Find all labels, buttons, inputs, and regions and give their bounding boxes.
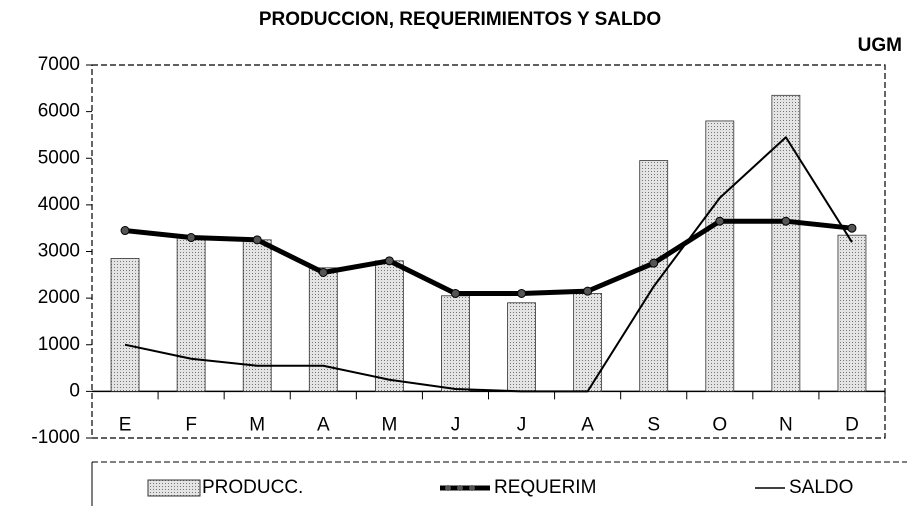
x-tick-label: F <box>185 414 197 435</box>
legend-swatch <box>445 485 451 491</box>
bar <box>176 237 206 392</box>
line-marker <box>450 288 460 298</box>
line-marker <box>715 216 725 226</box>
line-marker <box>649 258 659 268</box>
bar <box>308 267 338 392</box>
unit-label: UGM <box>858 35 902 56</box>
x-tick-label: N <box>779 414 793 435</box>
y-tick-label: 2000 <box>38 287 80 308</box>
chart-title: PRODUCCION, REQUERIMIENTOS Y SALDO <box>259 9 661 30</box>
bar <box>771 94 801 392</box>
x-tick-label: O <box>712 414 727 435</box>
x-tick-label: A <box>317 414 330 435</box>
bar <box>374 260 404 392</box>
y-tick-label: 3000 <box>38 241 80 262</box>
y-tick-label: 1000 <box>38 334 80 355</box>
plot-frame <box>91 64 886 439</box>
bar <box>242 239 272 392</box>
bar <box>507 302 536 392</box>
legend-swatch <box>457 485 463 491</box>
legend-label: PRODUCC. <box>202 477 303 498</box>
line-marker <box>120 226 130 236</box>
bar <box>441 295 470 392</box>
x-tick-label: E <box>119 414 132 435</box>
x-tick-label: S <box>647 414 660 435</box>
y-tick-label: 0 <box>69 380 80 401</box>
y-tick-label: -1000 <box>31 427 80 448</box>
line-marker <box>252 235 262 245</box>
bar <box>705 120 735 392</box>
y-tick-label: 6000 <box>38 101 80 122</box>
bar <box>837 234 867 392</box>
x-tick-label: J <box>517 414 527 435</box>
x-tick-label: M <box>381 414 397 435</box>
legend-label: SALDO <box>789 477 853 498</box>
bar <box>110 258 140 392</box>
line-marker <box>318 267 328 277</box>
y-tick-label: 4000 <box>38 194 80 215</box>
y-tick-label: 7000 <box>38 54 80 75</box>
x-tick-label: D <box>845 414 859 435</box>
x-tick-label: J <box>451 414 461 435</box>
line <box>124 218 853 296</box>
legend-label: REQUERIM <box>494 477 596 498</box>
legend-swatch <box>147 479 201 497</box>
bar <box>639 160 669 392</box>
line <box>124 136 853 393</box>
line-marker <box>583 286 593 296</box>
line-marker <box>517 288 527 298</box>
y-tick-label: 5000 <box>38 147 80 168</box>
line-marker <box>384 256 394 266</box>
line-marker <box>781 216 791 226</box>
line-marker <box>186 233 196 243</box>
x-tick-label: M <box>249 414 265 435</box>
x-tick-label: A <box>581 414 594 435</box>
legend-swatch <box>469 485 475 491</box>
line-marker <box>847 223 857 233</box>
